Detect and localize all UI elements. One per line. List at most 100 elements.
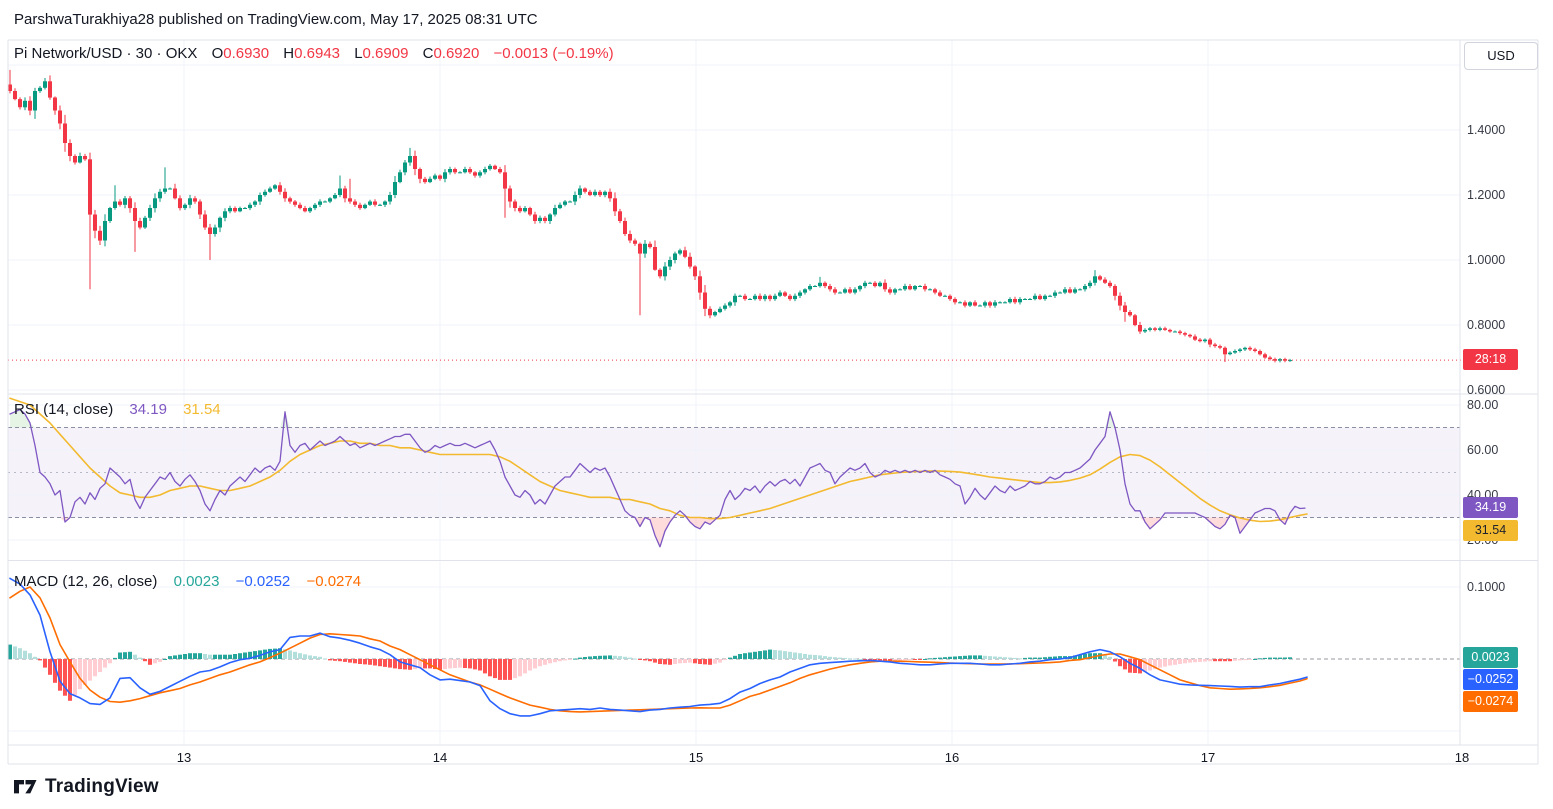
- candle: [168, 188, 172, 190]
- candle: [1188, 334, 1192, 337]
- rsi-title: RSI (14, close): [14, 401, 114, 418]
- candle: [743, 295, 747, 300]
- rsi-value-badge: 34.19: [1463, 497, 1518, 518]
- macd-histogram-bar: [523, 659, 527, 674]
- macd-histogram-bar: [978, 655, 982, 659]
- macd-histogram-bar: [208, 654, 212, 659]
- time-axis-tick: 16: [944, 750, 960, 765]
- candle: [133, 208, 137, 221]
- symbol-legend[interactable]: Pi Network/USD · 30 · OKX O0.6930 H0.694…: [14, 45, 614, 62]
- macd-histogram-bar: [483, 659, 487, 674]
- macd-histogram-bar: [1058, 656, 1062, 659]
- candle: [1123, 305, 1127, 312]
- macd-histogram-bar: [758, 651, 762, 659]
- macd-histogram-bar: [273, 648, 277, 659]
- macd-histogram-bar: [708, 659, 712, 665]
- rsi-value: 34.19: [129, 401, 167, 418]
- macd-histogram-bar: [303, 654, 307, 659]
- candle: [968, 302, 972, 306]
- candle: [1028, 299, 1032, 300]
- macd-histogram-bar: [343, 659, 347, 662]
- candle: [173, 188, 177, 199]
- macd-histogram-bar: [118, 652, 122, 659]
- macd-histogram-bar: [148, 659, 152, 665]
- macd-histogram-bar: [218, 654, 222, 659]
- macd-histogram-bar: [1198, 659, 1202, 662]
- candle: [958, 302, 962, 304]
- macd-histogram-bar: [1278, 657, 1282, 659]
- candle: [1148, 328, 1152, 330]
- macd-histogram-bar: [1183, 659, 1187, 664]
- candle: [23, 100, 27, 108]
- close-label: C: [422, 45, 434, 62]
- macd-histogram-bar: [253, 651, 257, 659]
- macd-histogram-bar: [943, 657, 947, 659]
- candle: [208, 227, 212, 234]
- rsi-legend[interactable]: RSI (14, close) 34.19 31.54: [14, 401, 221, 418]
- macd-histogram-bar: [1038, 657, 1042, 659]
- candle: [1053, 292, 1057, 296]
- candle: [373, 201, 377, 205]
- low-value: 0.6909: [362, 45, 409, 62]
- candle: [998, 302, 1002, 304]
- candle: [323, 201, 327, 203]
- candle: [573, 195, 577, 202]
- macd-histogram-bar: [178, 654, 182, 659]
- macd-histogram-bar: [788, 651, 792, 659]
- macd-histogram-bar: [828, 656, 832, 659]
- candle: [43, 81, 47, 88]
- macd-histogram-bar: [268, 648, 272, 659]
- candle: [1108, 282, 1112, 287]
- macd-histogram-bar: [103, 659, 107, 668]
- macd-histogram-bar: [223, 654, 227, 659]
- candle: [448, 169, 452, 173]
- macd-histogram-bar: [8, 644, 12, 659]
- macd-histogram-bar: [203, 654, 207, 659]
- candle: [1153, 328, 1157, 330]
- macd-histogram-bar: [1103, 655, 1107, 659]
- tradingview-brand-text: TradingView: [45, 776, 159, 797]
- candle: [898, 289, 902, 291]
- macd-histogram-bar: [1188, 659, 1192, 663]
- rsi-ma-value: 31.54: [183, 401, 221, 418]
- macd-histogram-bar: [778, 650, 782, 659]
- candle: [218, 217, 222, 228]
- candle: [98, 230, 102, 241]
- macd-histogram-bar: [613, 655, 617, 659]
- macd-line-value: −0.0252: [235, 573, 291, 590]
- candle: [893, 289, 897, 293]
- macd-histogram-bar: [928, 658, 932, 660]
- macd-histogram-bar: [653, 659, 657, 663]
- macd-histogram-bar: [843, 657, 847, 659]
- macd-histogram-bar: [358, 659, 362, 664]
- footer-brand[interactable]: TradingView: [14, 774, 159, 800]
- candle: [913, 286, 917, 290]
- macd-histogram-bar: [988, 656, 992, 659]
- macd-histogram-bar: [938, 657, 942, 659]
- macd-histogram-bar: [83, 659, 87, 685]
- macd-histogram-bar: [248, 651, 252, 659]
- macd-histogram-bar: [113, 657, 117, 659]
- macd-legend[interactable]: MACD (12, 26, close) 0.0023 −0.0252 −0.0…: [14, 573, 361, 590]
- currency-toggle-button[interactable]: USD: [1464, 42, 1538, 70]
- macd-histogram-bar: [803, 654, 807, 659]
- macd-histogram-bar: [368, 659, 372, 665]
- candle: [513, 201, 517, 208]
- time-axis-tick: 17: [1200, 750, 1216, 765]
- macd-histogram-bar: [663, 659, 667, 665]
- candle: [568, 201, 572, 203]
- candle: [188, 198, 192, 205]
- candle: [93, 214, 97, 231]
- macd-histogram-bar: [1123, 659, 1127, 670]
- macd-signal-value: −0.0274: [306, 573, 362, 590]
- time-axis[interactable]: [8, 745, 1538, 764]
- macd-histogram-bar: [958, 656, 962, 659]
- macd-histogram-bar: [458, 659, 462, 668]
- candle: [798, 292, 802, 296]
- candle: [663, 266, 667, 277]
- macd-histogram-bar: [513, 659, 517, 679]
- candle: [943, 295, 947, 297]
- macd-histogram-bar: [633, 658, 637, 660]
- candle: [88, 159, 92, 215]
